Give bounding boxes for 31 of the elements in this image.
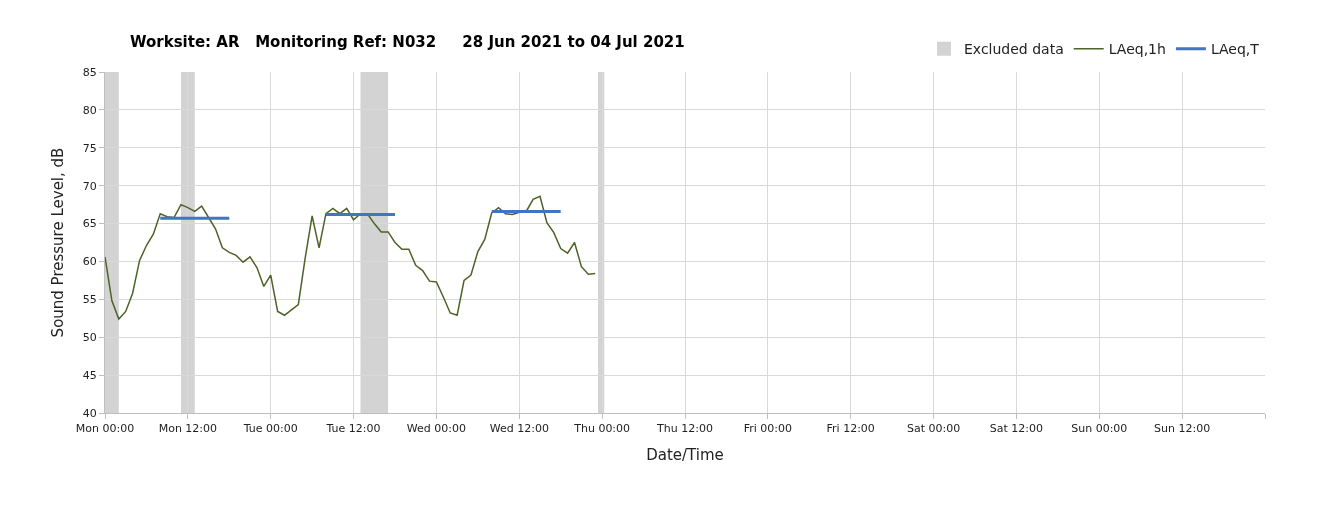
x-tick-label: Tue 12:00 (325, 422, 381, 436)
y-tick-label: 60 (82, 255, 97, 269)
legend-label: LAeq,1h (1108, 41, 1166, 58)
legend-label: Excluded data (964, 41, 1064, 58)
x-tick-label: Tue 00:00 (242, 422, 298, 436)
y-tick-label: 55 (82, 293, 97, 307)
line-series (105, 195, 596, 320)
y-tick-label: 75 (82, 141, 97, 155)
x-tick-label: Sat 00:00 (906, 422, 961, 436)
x-tick-label: Sun 00:00 (1071, 422, 1128, 436)
y-axis-title: Sound Pressure Level, dB (49, 147, 68, 338)
legend-label: LAeq,T (1210, 41, 1260, 58)
x-tick-label: Fri 00:00 (743, 422, 793, 436)
y-tick-label: 65 (82, 217, 97, 231)
x-tick-label: Thu 12:00 (656, 422, 713, 436)
y-tick-label: 80 (82, 103, 97, 117)
x-axis-title: Date/Time (646, 446, 724, 465)
y-tick-label: 45 (82, 368, 97, 382)
x-tick-label: Thu 00:00 (573, 422, 631, 436)
x-tick-label: Mon 00:00 (75, 422, 135, 436)
y-tick-label: 50 (82, 331, 97, 345)
x-tick-label: Sat 12:00 (989, 422, 1044, 436)
x-tick-label: Wed 00:00 (406, 422, 467, 436)
y-tick-label: 85 (82, 65, 97, 79)
y-tick-label: 40 (82, 406, 97, 420)
x-tick-label: Sun 12:00 (1154, 422, 1211, 436)
x-tick-label: Mon 12:00 (158, 422, 218, 436)
x-tick-label: Wed 12:00 (489, 422, 549, 436)
chart-title: Worksite: AR Monitoring Ref: N032 28 Jun 2021 to 04 Jul 2021 (130, 33, 685, 52)
x-tick-label: Fri 12:00 (826, 422, 875, 436)
y-tick-label: 70 (82, 179, 97, 193)
